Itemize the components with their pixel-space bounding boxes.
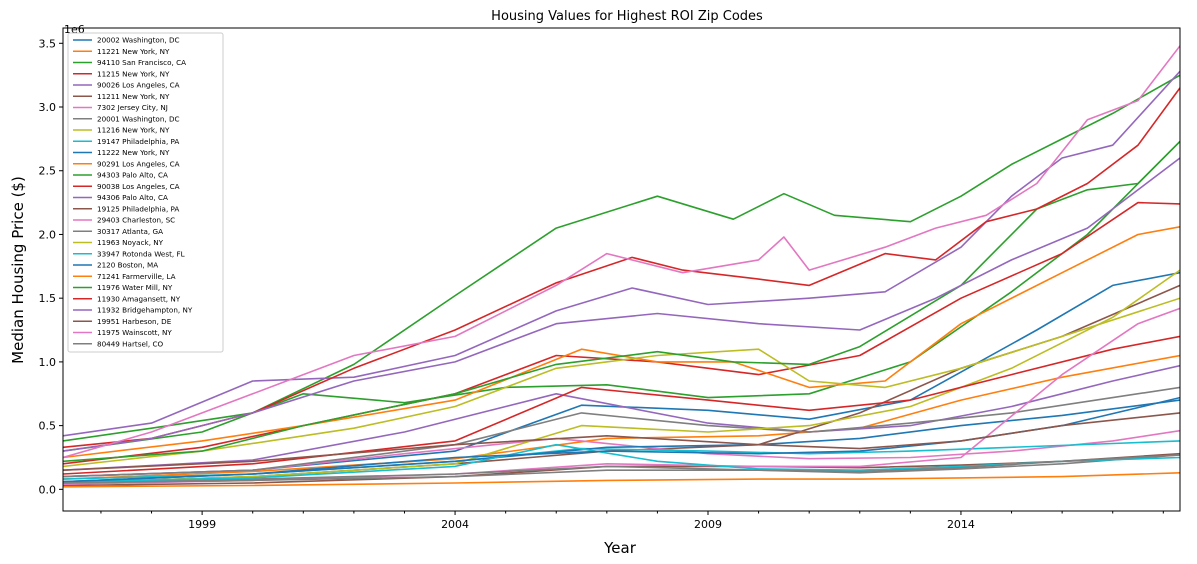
axis-ticks: 0.0 0.5 1.0 1.5 2.0 2.5 3.0 3.5 1999 2004 2009 2014 bbox=[39, 37, 1164, 531]
y-tick-label: 1.0 bbox=[39, 356, 57, 369]
legend-entry: 11215 New York, NY bbox=[97, 69, 170, 78]
legend-entry: 20002 Washington, DC bbox=[97, 36, 180, 45]
series-line-14 bbox=[63, 70, 1180, 437]
legend-entry: 94110 San Francisco, CA bbox=[97, 58, 186, 67]
series-line-27 bbox=[63, 454, 1180, 484]
series-line-26 bbox=[63, 45, 1180, 459]
x-axis-label: Year bbox=[603, 539, 637, 557]
legend-entry: 11216 New York, NY bbox=[97, 126, 170, 135]
legend-entry: 7302 Jersey City, NJ bbox=[97, 103, 168, 112]
series-line-23 bbox=[63, 87, 1180, 449]
series-line-20 bbox=[63, 396, 1180, 483]
legend-entry: 30317 Atlanta, GA bbox=[97, 227, 163, 236]
legend-entry: 19951 Harbeson, DE bbox=[97, 317, 172, 326]
legend-entry: 11932 Bridgehampton, NY bbox=[97, 306, 193, 315]
legend-entry: 20001 Washington, DC bbox=[97, 114, 180, 123]
series-line-13 bbox=[63, 335, 1180, 475]
legend-entry: 29403 Charleston, SC bbox=[97, 216, 175, 225]
y-tick-label: 1.5 bbox=[39, 292, 57, 305]
legend-entry: 11222 New York, NY bbox=[97, 148, 170, 157]
series-line-4 bbox=[63, 364, 1180, 471]
plot-area bbox=[63, 45, 1180, 488]
series-line-24 bbox=[63, 157, 1180, 452]
y-tick-label: 2.0 bbox=[39, 228, 57, 241]
x-tick-label: 2009 bbox=[694, 518, 722, 531]
y-tick-label: 0.5 bbox=[39, 420, 57, 433]
x-tick-label: 1999 bbox=[188, 518, 216, 531]
y-axis-label: Median Housing Price ($) bbox=[9, 176, 27, 364]
series-line-1 bbox=[63, 354, 1180, 480]
y-tick-label: 3.0 bbox=[39, 101, 57, 114]
series-line-25 bbox=[63, 412, 1180, 471]
legend-entry: 90038 Los Angeles, CA bbox=[97, 182, 180, 191]
series-line-22 bbox=[63, 140, 1180, 463]
legend-box bbox=[67, 32, 224, 353]
series-line-2 bbox=[63, 140, 1180, 452]
chart-title: Housing Values for Highest ROI Zip Codes bbox=[491, 9, 763, 24]
series-line-18 bbox=[63, 297, 1180, 468]
legend-entry: 94303 Palo Alto, CA bbox=[97, 171, 168, 180]
series-line-8 bbox=[63, 269, 1180, 484]
series-line-0 bbox=[63, 271, 1180, 478]
plot-frame bbox=[62, 27, 1181, 512]
legend-entry: 71241 Farmerville, LA bbox=[97, 272, 176, 281]
y-tick-label: 3.5 bbox=[39, 37, 57, 50]
legend-entry: 11221 New York, NY bbox=[97, 47, 170, 56]
x-tick-label: 2014 bbox=[947, 518, 975, 531]
legend-entry: 19147 Philadelphia, PA bbox=[97, 137, 179, 146]
legend-entry: 33947 Rotonda West, FL bbox=[97, 249, 185, 258]
legend-entry: 11976 Water Mill, NY bbox=[97, 283, 173, 292]
series-line-5 bbox=[63, 284, 1180, 484]
legend-entry: 80449 Hartsel, CO bbox=[97, 339, 163, 348]
y-tick-label: 2.5 bbox=[39, 165, 57, 178]
legend-entry: 11930 Amagansett, NY bbox=[97, 294, 181, 303]
legend-entry: 2120 Boston, MA bbox=[97, 261, 158, 270]
legend-entry: 11975 Wainscott, NY bbox=[97, 328, 172, 337]
legend-entry: 19125 Philadelphia, PA bbox=[97, 204, 179, 213]
y-tick-label: 0.0 bbox=[39, 483, 57, 496]
series-line-21 bbox=[63, 472, 1180, 488]
x-tick-label: 2004 bbox=[441, 518, 469, 531]
legend-entry: 90026 Los Angeles, CA bbox=[97, 81, 180, 90]
series-line-3 bbox=[63, 201, 1180, 465]
legend-entry: 90291 Los Angeles, CA bbox=[97, 159, 180, 168]
series-line-16 bbox=[63, 307, 1180, 485]
series-line-12 bbox=[63, 74, 1180, 442]
legend-entry: 11963 Noyack, NY bbox=[97, 238, 164, 247]
legend: 20002 Washington, DC 11221 New York, NY 94… bbox=[67, 32, 224, 353]
legend-entry: 11211 New York, NY bbox=[97, 92, 170, 101]
legend-entry: 94306 Palo Alto, CA bbox=[97, 193, 168, 202]
